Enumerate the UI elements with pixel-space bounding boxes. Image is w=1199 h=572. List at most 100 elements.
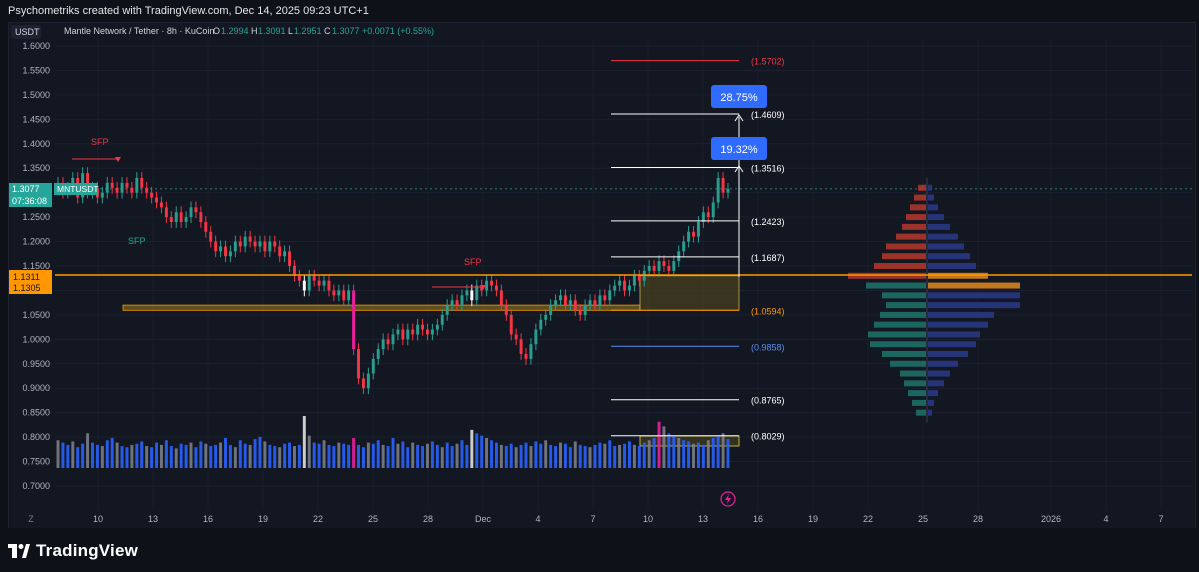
candle-body[interactable] bbox=[204, 222, 208, 232]
candle-body[interactable] bbox=[529, 344, 533, 359]
candle-body[interactable] bbox=[721, 178, 725, 193]
candle-body[interactable] bbox=[248, 236, 252, 242]
candle-body[interactable] bbox=[209, 231, 213, 242]
candle-body[interactable] bbox=[524, 354, 528, 359]
candle-body[interactable] bbox=[573, 300, 577, 310]
candle-body[interactable] bbox=[470, 290, 474, 301]
candle-body[interactable] bbox=[682, 241, 686, 252]
candle-body[interactable] bbox=[499, 290, 503, 306]
candle-body[interactable] bbox=[292, 266, 296, 276]
candle-body[interactable] bbox=[509, 314, 513, 335]
candle-body[interactable] bbox=[534, 329, 538, 345]
candle-body[interactable] bbox=[337, 290, 341, 296]
candle-body[interactable] bbox=[150, 192, 154, 198]
candle-body[interactable] bbox=[199, 212, 203, 222]
candle-body[interactable] bbox=[228, 251, 232, 257]
support-zone-band[interactable] bbox=[122, 304, 641, 311]
candle-body[interactable] bbox=[159, 202, 163, 208]
candle-body[interactable] bbox=[549, 305, 553, 315]
candle-body[interactable] bbox=[268, 241, 272, 252]
candle-body[interactable] bbox=[224, 246, 227, 257]
candle-body[interactable] bbox=[86, 173, 90, 193]
candle-body[interactable] bbox=[381, 339, 385, 350]
candle-body[interactable] bbox=[297, 275, 301, 281]
candle-body[interactable] bbox=[726, 188, 730, 193]
candle-body[interactable] bbox=[120, 182, 124, 193]
lightning-icon[interactable] bbox=[720, 491, 736, 507]
candle-body[interactable] bbox=[115, 187, 119, 193]
candle-body[interactable] bbox=[632, 275, 636, 286]
candle-body[interactable] bbox=[169, 217, 173, 222]
candle-body[interactable] bbox=[687, 231, 691, 242]
candle-body[interactable] bbox=[361, 378, 365, 389]
candle-body[interactable] bbox=[465, 290, 469, 296]
candle-body[interactable] bbox=[559, 295, 562, 301]
candle-body[interactable] bbox=[253, 241, 257, 247]
candle-body[interactable] bbox=[677, 251, 681, 262]
candle-body[interactable] bbox=[332, 290, 336, 296]
candle-body[interactable] bbox=[494, 285, 498, 291]
timezone-label[interactable]: Z bbox=[28, 514, 34, 524]
candle-body[interactable] bbox=[391, 334, 395, 345]
candle-body[interactable] bbox=[450, 300, 454, 306]
candle-body[interactable] bbox=[490, 280, 494, 286]
candle-body[interactable] bbox=[302, 280, 306, 291]
candle-body[interactable] bbox=[647, 266, 651, 271]
candle-body[interactable] bbox=[426, 329, 429, 335]
candle-body[interactable] bbox=[189, 207, 193, 218]
candle-body[interactable] bbox=[504, 305, 508, 315]
candle-body[interactable] bbox=[716, 178, 720, 203]
candle-body[interactable] bbox=[480, 285, 484, 291]
candle-body[interactable] bbox=[692, 231, 695, 237]
candle-body[interactable] bbox=[288, 251, 292, 266]
candle-body[interactable] bbox=[140, 178, 144, 188]
candle-body[interactable] bbox=[578, 310, 582, 315]
candle-body[interactable] bbox=[263, 241, 267, 252]
candle-body[interactable] bbox=[411, 329, 415, 335]
candle-body[interactable] bbox=[155, 197, 159, 203]
candle-body[interactable] bbox=[583, 305, 587, 315]
candle-body[interactable] bbox=[130, 187, 134, 193]
candle-body[interactable] bbox=[273, 241, 277, 247]
candle-body[interactable] bbox=[71, 178, 75, 188]
candle-body[interactable] bbox=[327, 280, 331, 291]
candle-body[interactable] bbox=[396, 329, 400, 335]
candle-body[interactable] bbox=[194, 207, 198, 213]
candle-body[interactable] bbox=[642, 270, 646, 281]
candle-body[interactable] bbox=[283, 251, 287, 257]
target-mid-box[interactable] bbox=[711, 137, 767, 160]
candle-body[interactable] bbox=[406, 329, 410, 340]
candle-body[interactable] bbox=[637, 275, 641, 281]
candle-body[interactable] bbox=[539, 319, 543, 330]
candle-body[interactable] bbox=[179, 212, 183, 222]
candle-body[interactable] bbox=[460, 295, 464, 306]
candle-body[interactable] bbox=[514, 334, 518, 340]
candle-body[interactable] bbox=[430, 329, 434, 335]
candle-body[interactable] bbox=[317, 280, 321, 286]
candle-body[interactable] bbox=[554, 300, 558, 306]
candle-body[interactable] bbox=[623, 280, 627, 291]
candle-body[interactable] bbox=[401, 329, 405, 340]
candle-body[interactable] bbox=[701, 212, 705, 222]
candle-body[interactable] bbox=[135, 178, 139, 193]
candle-body[interactable] bbox=[519, 339, 523, 354]
candle-body[interactable] bbox=[593, 300, 597, 306]
candle-body[interactable] bbox=[421, 324, 425, 330]
candle-body[interactable] bbox=[145, 187, 149, 193]
candle-body[interactable] bbox=[662, 261, 666, 266]
candle-body[interactable] bbox=[711, 202, 715, 218]
target-top-box[interactable] bbox=[711, 85, 767, 108]
candle-body[interactable] bbox=[445, 305, 449, 315]
candle-body[interactable] bbox=[440, 314, 444, 325]
candle-body[interactable] bbox=[603, 295, 607, 301]
candle-body[interactable] bbox=[100, 192, 104, 198]
candle-body[interactable] bbox=[588, 300, 592, 306]
candle-body[interactable] bbox=[386, 339, 390, 345]
candle-body[interactable] bbox=[696, 222, 700, 237]
candle-body[interactable] bbox=[706, 212, 710, 218]
candle-body[interactable] bbox=[657, 261, 661, 271]
candle-body[interactable] bbox=[110, 182, 114, 188]
candle-body[interactable] bbox=[164, 207, 168, 218]
candle-body[interactable] bbox=[312, 275, 316, 281]
candle-body[interactable] bbox=[618, 280, 622, 286]
